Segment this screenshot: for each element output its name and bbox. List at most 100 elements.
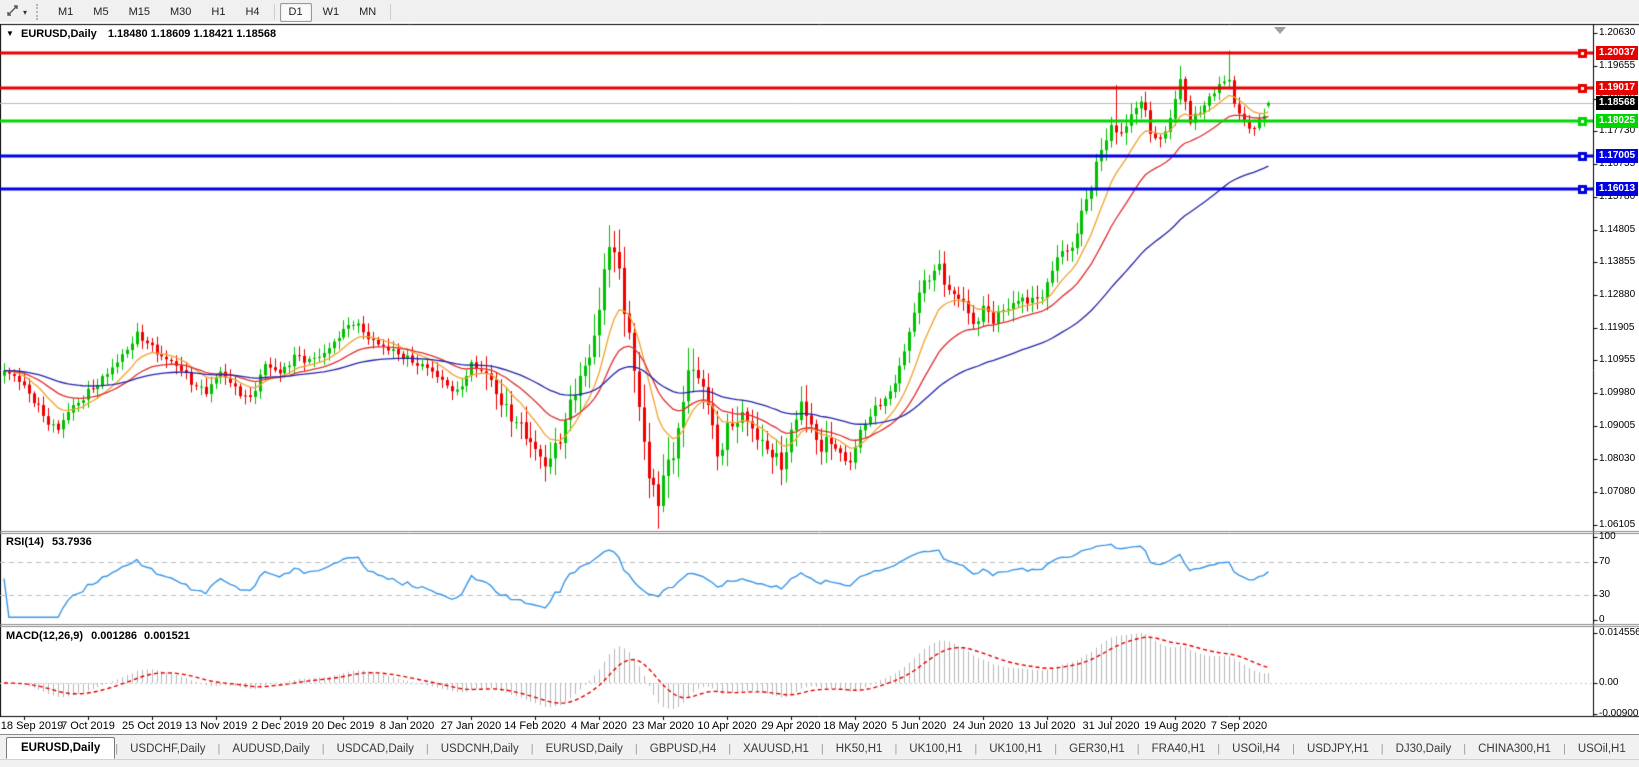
rsi-tick-label: 30 (1599, 589, 1611, 600)
price-tick-label: 1.20630 (1599, 27, 1636, 38)
date-tick-label: 13 Nov 2019 (184, 720, 248, 732)
chart-tab-usoil-h1[interactable]: USOil,H1 (1577, 743, 1626, 756)
title-caret-icon: ▼ (6, 29, 14, 38)
price-tick-label: 1.09005 (1599, 420, 1636, 431)
price-tick-label: 1.07080 (1599, 486, 1636, 497)
date-tick-label: 14 Feb 2020 (504, 720, 566, 732)
macd-tick-label: 0.014556 (1599, 627, 1639, 638)
rsi-name: RSI(14) (6, 536, 44, 548)
chart-tab-ger30-h1[interactable]: GER30,H1 (1069, 743, 1125, 756)
date-tick-label: 19 Aug 2020 (1144, 720, 1206, 732)
price-tick-label: 1.06105 (1599, 519, 1636, 530)
level-price-tag: 1.20037 (1596, 46, 1638, 60)
price-tick-label: 1.16755 (1599, 158, 1636, 169)
tab-separator: | (425, 743, 429, 756)
macd-signal-value: 0.001521 (144, 630, 190, 642)
macd-label: MACD(12,26,9) 0.001286 0.001521 (6, 630, 190, 642)
chart-tab-eurusd-daily[interactable]: EURUSD,Daily (6, 737, 116, 760)
chart-tab-hk50-h1[interactable]: HK50,H1 (835, 743, 883, 756)
chart-tab-gbpusd-h4[interactable]: GBPUSD,H4 (649, 743, 717, 756)
chart-tab-usdjpy-h1[interactable]: USDJPY,H1 (1306, 743, 1369, 756)
date-tick-label: 31 Jul 2020 (1082, 720, 1140, 732)
caret-down-icon: ▾ (23, 7, 28, 17)
rsi-value: 53.7936 (51, 536, 92, 548)
date-tick-label: 23 Mar 2020 (632, 720, 694, 732)
date-tick-label: 20 Dec 2019 (311, 720, 375, 732)
chart-tab-usdcad-daily[interactable]: USDCAD,Daily (336, 743, 414, 756)
chart-title: ▼ EURUSD,Daily 1.18480 1.18609 1.18421 1… (6, 28, 276, 40)
timeframe-button-h4[interactable]: H4 (245, 5, 260, 18)
timeframe-button-m1[interactable]: M1 (58, 5, 74, 18)
price-tick-label: 1.15780 (1599, 191, 1636, 202)
date-tick-label: 8 Jan 2020 (379, 720, 435, 732)
tab-separator: | (894, 743, 898, 756)
level-price-tag: 1.17005 (1596, 149, 1638, 163)
level-price-tag: 1.16013 (1596, 182, 1638, 196)
tab-separator: | (974, 743, 978, 756)
tab-separator: | (321, 743, 325, 756)
price-tick-label: 1.17730 (1599, 125, 1636, 136)
date-tick-label: 10 Apr 2020 (697, 720, 757, 732)
tab-separator: | (634, 743, 638, 756)
tab-separator: | (1054, 743, 1058, 756)
price-tick-label: 1.09980 (1599, 387, 1636, 398)
price-tick-label: 1.10955 (1599, 354, 1636, 365)
date-tick-label: 29 Apr 2020 (761, 720, 821, 732)
date-tick-label: 25 Oct 2019 (122, 720, 182, 732)
tab-separator: | (1217, 743, 1221, 756)
chart-tab-fra40-h1[interactable]: FRA40,H1 (1151, 743, 1206, 756)
chart-tab-usdcnh-daily[interactable]: USDCNH,Daily (440, 743, 519, 756)
tab-separator: | (728, 743, 732, 756)
tab-separator: | (530, 743, 534, 756)
date-tick-label: 5 Jun 2020 (891, 720, 947, 732)
macd-tick-label: 0.00 (1599, 677, 1619, 688)
timeframe-button-mn[interactable]: MN (359, 5, 377, 18)
chart-tab-audusd-daily[interactable]: AUDUSD,Daily (232, 743, 310, 756)
chart-tabbar: EURUSD,Daily | USDCHF,Daily | AUDUSD,Daily | U… (0, 734, 1639, 767)
chart-tab-uk100-h1[interactable]: UK100,H1 (909, 743, 963, 756)
status-strip (0, 759, 1639, 767)
level-price-tag: 1.18025 (1596, 114, 1638, 128)
date-tick-label: 24 Jun 2020 (952, 720, 1014, 732)
toolbar-drag-handle[interactable] (36, 4, 43, 20)
rsi-label: RSI(14) 53.7936 (6, 536, 92, 548)
chart-tab-xauusd-h1[interactable]: XAUUSD,H1 (743, 743, 809, 756)
current-price-tag: 1.18568 (1596, 96, 1638, 110)
chart-tab-china300-h1[interactable]: CHINA300,H1 (1478, 743, 1551, 756)
rsi-tick-label: 100 (1599, 531, 1616, 542)
chart-canvas[interactable] (0, 22, 1639, 734)
toolbar-separator (390, 4, 392, 20)
price-tick-label: 1.11905 (1599, 322, 1635, 333)
timeframe-button-w1[interactable]: W1 (322, 5, 340, 18)
timeframe-button-d1[interactable]: D1 (279, 2, 312, 22)
chart-tab-uk100-h1[interactable]: UK100,H1 (989, 743, 1043, 756)
date-tick-label: 18 Sep 2019 (0, 720, 64, 732)
price-tick-label: 1.19655 (1599, 60, 1636, 71)
price-tick-label: 1.13855 (1599, 256, 1636, 267)
date-tick-label: 7 Oct 2019 (61, 720, 115, 732)
chart-ohlc: 1.18480 1.18609 1.18421 1.18568 (107, 28, 277, 40)
price-tick-label: 1.12880 (1599, 289, 1636, 300)
chart-window: ▼ EURUSD,Daily 1.18480 1.18609 1.18421 1… (0, 22, 1639, 734)
chart-tab-usoil-h4[interactable]: USOil,H4 (1232, 743, 1281, 756)
tab-separator: | (1292, 743, 1295, 756)
top-toolbar: ▾ M1 M5 M15 M30 H1 H4 D1 W1 MN (0, 0, 1639, 24)
tab-separator: | (115, 743, 119, 756)
rsi-tick-label: 0 (1599, 614, 1605, 625)
chart-shift-marker-icon[interactable] (1274, 27, 1286, 34)
chart-tab-dj30-daily[interactable]: DJ30,Daily (1395, 743, 1452, 756)
timeframe-button-h1[interactable]: H1 (211, 5, 226, 18)
crosshair-tool-button[interactable]: ▾ (3, 3, 30, 21)
chart-tab-eurusd-daily[interactable]: EURUSD,Daily (545, 743, 623, 756)
crosshair-tool-icon (6, 3, 20, 22)
chart-tab-usdchf-daily[interactable]: USDCHF,Daily (130, 743, 206, 756)
timeframe-button-m15[interactable]: M15 (128, 5, 150, 18)
timeframe-button-m5[interactable]: M5 (93, 5, 109, 18)
price-tick-label: 1.08030 (1599, 453, 1636, 464)
macd-main-value: 0.001286 (91, 630, 137, 642)
level-price-tag: 1.19017 (1596, 81, 1638, 95)
price-tick-label: 1.14805 (1599, 224, 1636, 235)
date-tick-label: 7 Sep 2020 (1210, 720, 1268, 732)
date-tick-label: 4 Mar 2020 (571, 720, 627, 732)
timeframe-button-m30[interactable]: M30 (169, 5, 192, 18)
